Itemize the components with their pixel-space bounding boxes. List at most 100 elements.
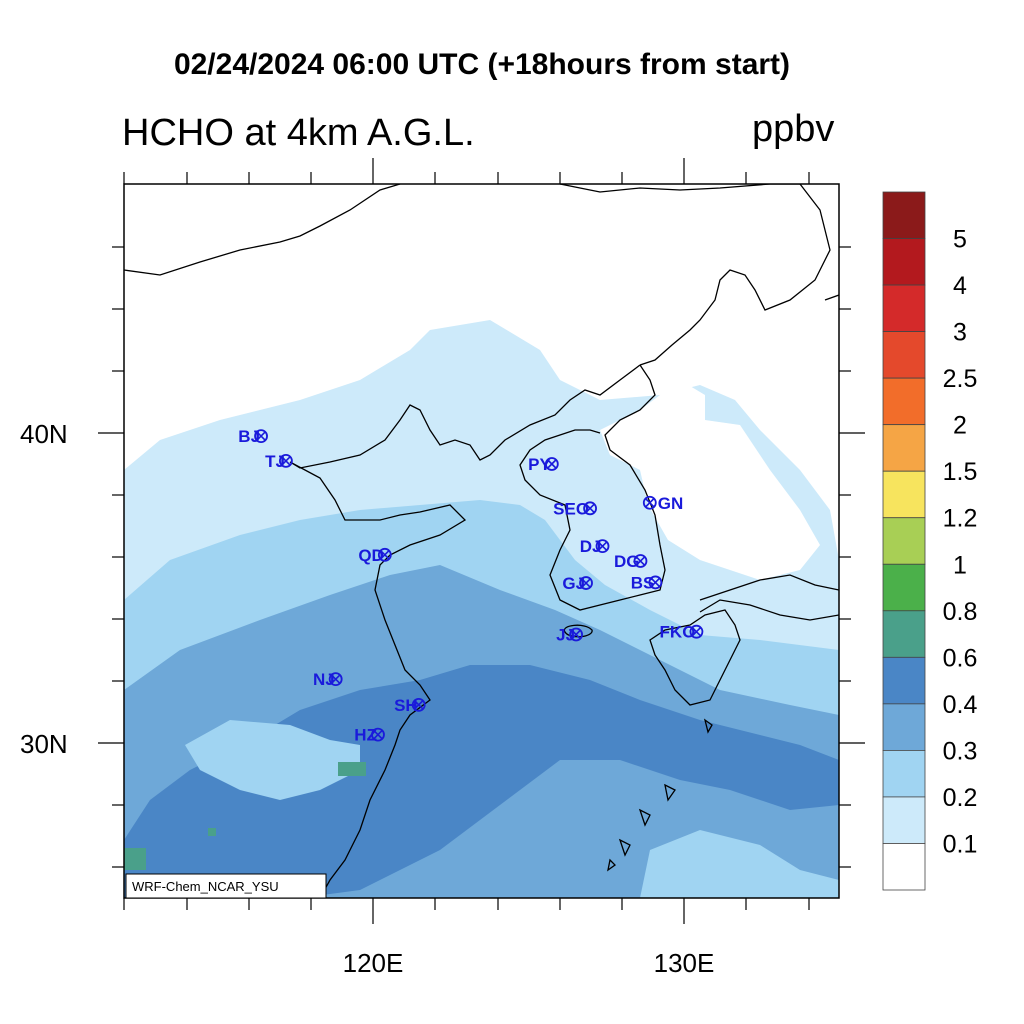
- field-patch-light-2: [640, 830, 839, 898]
- colorbar-swatch: [882, 517, 926, 565]
- city-marker-cross: [650, 577, 660, 587]
- city-marker-symbol: [254, 429, 268, 444]
- colorbar-label: 0.6: [943, 644, 978, 672]
- city-marker-cross: [380, 550, 390, 560]
- city-marker-seo: SEO: [553, 499, 597, 518]
- colorbar-label: 0.4: [943, 691, 978, 719]
- city-marker-symbol: [279, 453, 293, 468]
- colorbar-swatch: [882, 656, 926, 705]
- colorbar-swatch: [882, 750, 926, 798]
- colorbar-label: 3: [953, 319, 967, 347]
- city-marker-symbol: [648, 575, 663, 590]
- city-marker-hz: HZ: [354, 726, 385, 745]
- city-marker-symbol: [633, 554, 648, 568]
- city-marker-cross: [585, 503, 595, 513]
- city-label-nj: NJ: [313, 670, 335, 689]
- concentration-field: [124, 184, 839, 898]
- city-marker-symbol: [569, 627, 583, 642]
- city-marker-cross: [281, 456, 291, 466]
- city-label-dg: DG: [614, 552, 640, 571]
- city-marker-cross: [331, 674, 341, 684]
- city-label-tj: TJ: [265, 452, 285, 471]
- city-marker-cross: [691, 627, 702, 637]
- colorbar-label: 0.8: [943, 598, 978, 626]
- lat-label-40n: 40N: [20, 419, 68, 449]
- city-marker-cross: [373, 730, 383, 740]
- city-marker-cross: [547, 459, 557, 469]
- city-marker-symbol: [583, 501, 597, 516]
- city-marker-symbol: [689, 624, 704, 639]
- city-marker-fko: FKO: [660, 623, 704, 642]
- field-green-speck-3: [208, 828, 216, 836]
- city-marker-bs: BS: [631, 573, 663, 592]
- city-marker-symbol: [642, 495, 657, 510]
- city-label-hz: HZ: [354, 726, 377, 745]
- city-marker-cross: [571, 629, 581, 640]
- field-green-speck-2: [124, 848, 146, 870]
- colorbar-swatch: [882, 796, 926, 844]
- lat-label-30n: 30N: [20, 729, 68, 759]
- city-marker-symbol: [411, 697, 426, 712]
- colorbar: 5 4 3 2.5 2 1.5 1.2 1 0.8 0.6 0.4 0.3 0.2 0.1: [882, 191, 978, 891]
- city-marker-dj: DJ: [580, 537, 610, 556]
- colorbar-label: 2.5: [943, 365, 978, 393]
- colorbar-swatch: [882, 284, 926, 333]
- colorbar-swatch: [882, 470, 926, 519]
- city-marker-bj: BJ: [238, 427, 268, 446]
- map-title: 02/24/2024 06:00 UTC (+18hours from star…: [173, 48, 791, 81]
- colorbar-swatch: [882, 238, 926, 286]
- colorbar-swatch: [882, 377, 926, 426]
- colorbar-swatch: [882, 563, 926, 612]
- city-marker-dg: DG: [614, 552, 648, 571]
- city-marker-cross: [645, 498, 655, 508]
- colorbar-label: 0.2: [943, 784, 978, 812]
- city-marker-cross: [414, 700, 424, 710]
- city-label-fko: FKO: [660, 623, 696, 642]
- colorbar-swatch: [882, 331, 926, 379]
- colorbar-swatch: [882, 843, 926, 891]
- colorbar-swatch: [882, 191, 926, 239]
- watermark-box: [125, 873, 327, 899]
- axis-ticks: [98, 158, 865, 924]
- field-green-speck: [338, 762, 366, 776]
- colorbar-label: 5: [953, 226, 967, 254]
- units-label: ppbv: [752, 108, 835, 150]
- field-patch-light: [185, 720, 360, 800]
- city-marker-cross: [597, 541, 608, 551]
- variable-label: HCHO at 4km A.G.L.: [122, 112, 475, 154]
- city-marker-symbol: [579, 576, 593, 590]
- city-label-sh: SH: [394, 696, 418, 715]
- city-label-gj: GJ: [562, 574, 585, 593]
- colorbar-swatch: [882, 610, 926, 658]
- city-marker-gn: GN: [642, 494, 684, 513]
- city-marker-symbol: [328, 672, 343, 687]
- city-marker-symbol: [544, 457, 559, 471]
- city-marker-qd: QD: [358, 546, 392, 565]
- city-label-qd: QD: [358, 546, 384, 565]
- lon-label-120e: 120E: [343, 948, 404, 978]
- field-white-korea: [600, 380, 820, 580]
- coastlines: [124, 184, 839, 898]
- city-markers: BJ TJ PY GN SEO DJ DG QD GJ BS FKO JJ NJ SH HZ: [238, 427, 704, 745]
- city-marker-gj: GJ: [562, 574, 593, 593]
- city-label-seo: SEO: [553, 499, 589, 518]
- plot-frame: [123, 183, 840, 899]
- colorbar-label: 1.5: [943, 458, 978, 486]
- city-marker-cross: [635, 556, 646, 566]
- city-marker-symbol: [377, 547, 392, 562]
- city-marker-tj: TJ: [265, 452, 293, 471]
- city-marker-cross: [581, 578, 591, 588]
- colorbar-label: 1: [953, 551, 967, 579]
- colorbar-swatch: [882, 424, 926, 472]
- field-band-0.4: [124, 665, 839, 898]
- city-marker-cross: [256, 431, 266, 441]
- city-marker-sh: SH: [394, 696, 426, 715]
- city-label-py: PY: [528, 455, 551, 474]
- city-marker-symbol: [595, 539, 610, 554]
- city-label-dj: DJ: [580, 537, 602, 556]
- colorbar-swatch: [882, 703, 926, 751]
- city-marker-symbol: [371, 727, 385, 742]
- city-label-gn: GN: [658, 494, 684, 513]
- city-marker-py: PY: [528, 455, 559, 474]
